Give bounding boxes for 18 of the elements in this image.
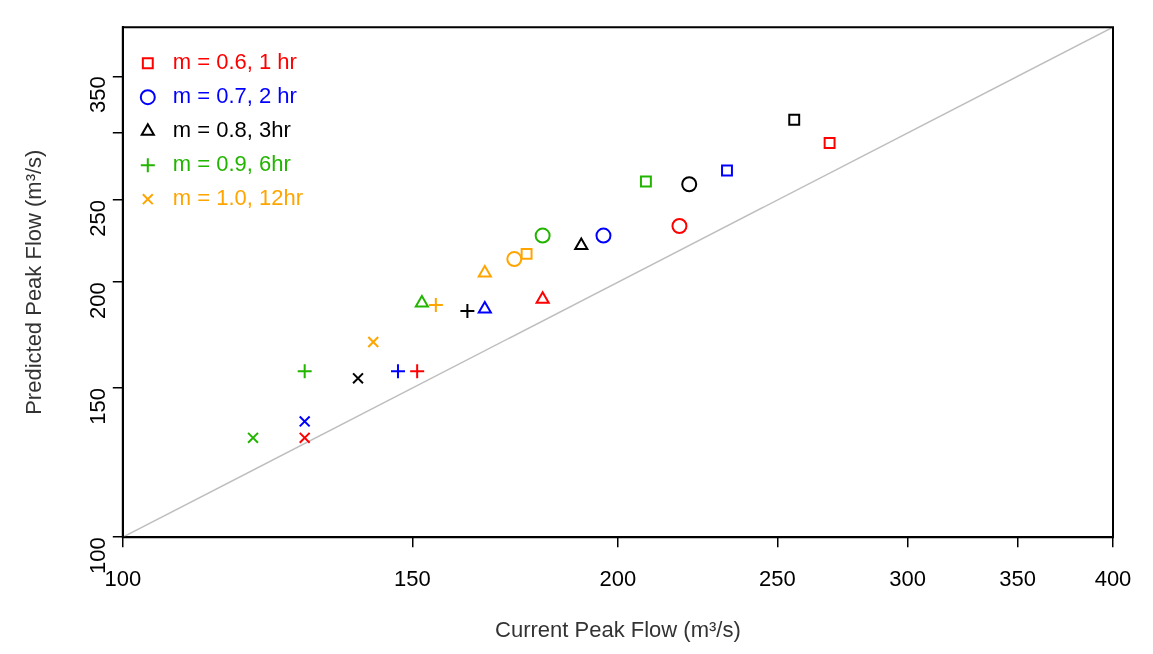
x-tick-label: 200 (599, 566, 637, 592)
legend-label: m = 1.0, 12hr (172, 185, 304, 211)
x-tick-label: 350 (999, 566, 1036, 592)
y-tick-label: 350 (84, 76, 110, 114)
x-axis-title: Current Peak Flow (m³/s) (495, 616, 741, 642)
y-tick-label: 250 (84, 200, 110, 237)
x-tick-label: 100 (104, 566, 142, 592)
x-tick-label: 150 (394, 566, 431, 592)
legend-label: m = 0.6, 1 hr (172, 49, 297, 75)
legend-label: m = 0.7, 2 hr (172, 83, 297, 109)
x-tick-label: 400 (1094, 566, 1132, 592)
y-axis-title: Predicted Peak Flow (m³/s) (21, 149, 47, 415)
y-tick-label: 200 (84, 282, 110, 319)
x-tick-label: 300 (889, 566, 926, 592)
y-tick-label: 150 (84, 388, 110, 425)
x-tick-label: 250 (758, 566, 796, 592)
legend-label: m = 0.9, 6hr (172, 151, 291, 177)
legend-label: m = 0.8, 3hr (172, 117, 291, 143)
